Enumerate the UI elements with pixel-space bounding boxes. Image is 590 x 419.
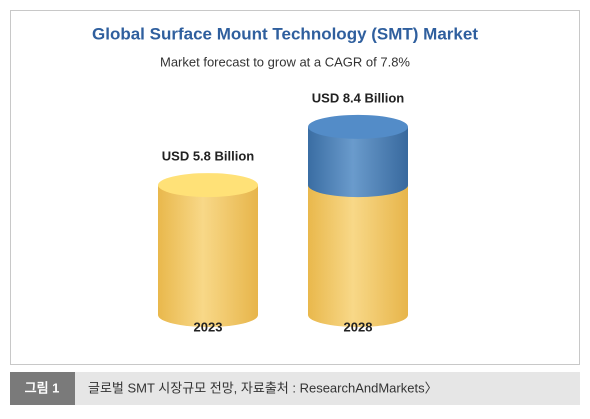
frame: [10, 10, 580, 365]
value-label: USD 5.8 Billion: [162, 149, 255, 164]
bar-top: [308, 114, 408, 139]
bar: [158, 185, 258, 315]
value-label: USD 8.4 Billion: [312, 90, 405, 105]
chart-subtitle: Market forecast to grow at a CAGR of 7.8…: [160, 54, 410, 69]
chart-title: Global Surface Mount Technology (SMT) Ma…: [92, 24, 478, 43]
x-tick-label: 2028: [344, 319, 373, 334]
caption-label: 그림 1: [25, 380, 60, 395]
caption-label-box: [10, 372, 75, 405]
caption-text: 글로벌 SMT 시장규모 전망, 자료출처 : ResearchAndMarke…: [88, 380, 438, 395]
caption-box: [75, 372, 580, 405]
bar: [308, 185, 408, 315]
x-tick-label: 2023: [194, 319, 223, 334]
bar-top: [158, 173, 258, 198]
